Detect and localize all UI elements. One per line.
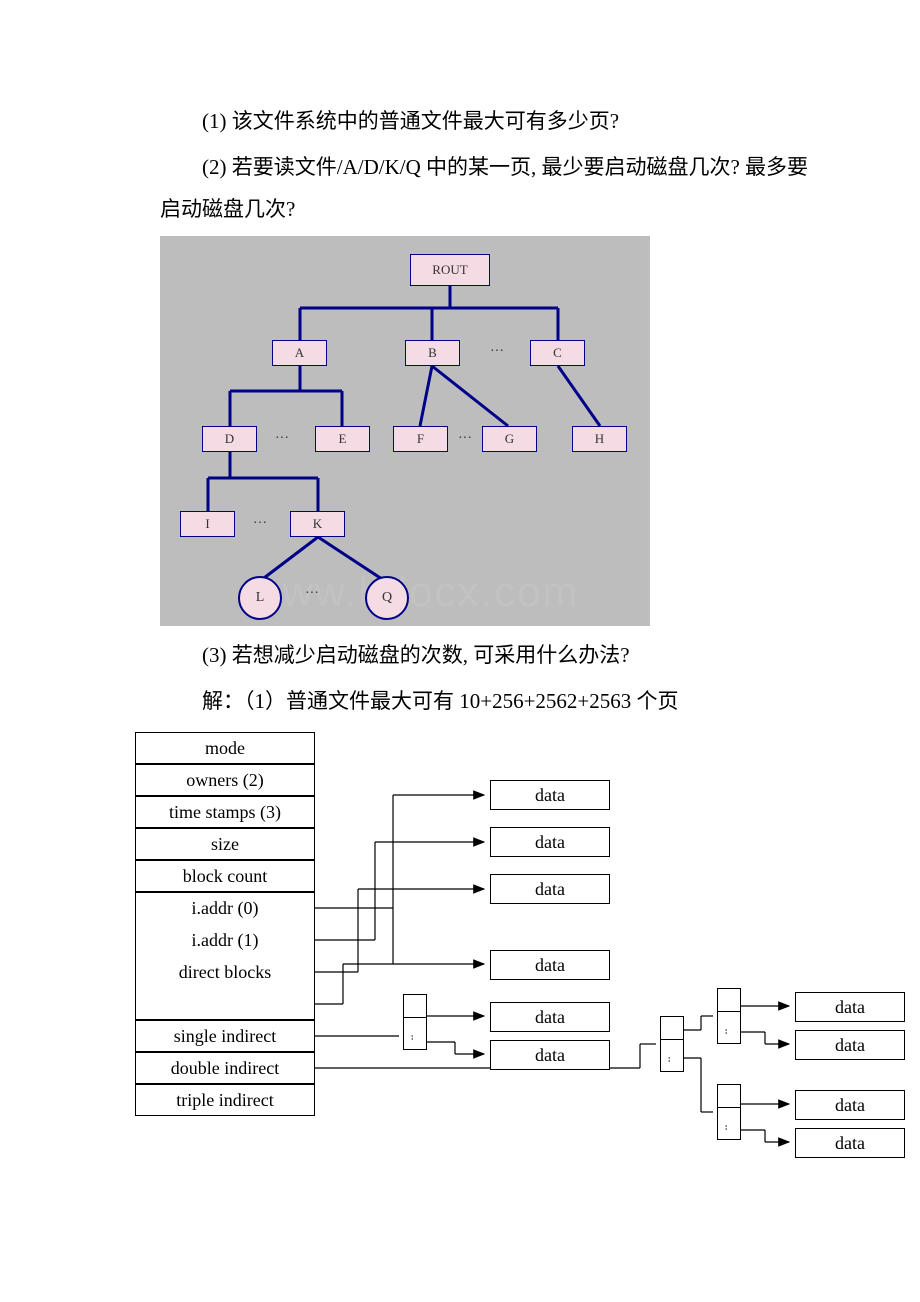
ellipsis-icon: ···: [275, 431, 289, 447]
tree-diagram: www.bdocx.com ROUTABCDEFGHIKLQ··········…: [160, 236, 650, 626]
inode-row: mode: [135, 732, 315, 764]
index-block: ..: [717, 988, 741, 1044]
inode-diagram: modeowners (2)time stamps (3)sizeblock c…: [95, 732, 915, 1162]
inode-row: i.addr (1): [135, 924, 315, 956]
tree-node-b: B: [405, 340, 460, 366]
paragraph-3: (3) 若想减少启动磁盘的次数, 可采用什么办法?: [160, 634, 820, 676]
data-block: data: [490, 1002, 610, 1032]
data-block: data: [490, 780, 610, 810]
data-block: data: [490, 1040, 610, 1070]
data-block: data: [490, 950, 610, 980]
tree-node-k: K: [290, 511, 345, 537]
inode-row: double indirect: [135, 1052, 315, 1084]
data-block: data: [490, 874, 610, 904]
ellipsis-icon: ···: [458, 431, 472, 447]
paragraph-2: (2) 若要读文件/A/D/K/Q 中的某一页, 最少要启动磁盘几次? 最多要启…: [160, 146, 820, 230]
inode-row: block count: [135, 860, 315, 892]
index-block: ..: [403, 994, 427, 1050]
tree-node-i: I: [180, 511, 235, 537]
tree-node-l: L: [238, 576, 282, 620]
tree-node-a: A: [272, 340, 327, 366]
data-block: data: [795, 1128, 905, 1158]
index-block: ..: [717, 1084, 741, 1140]
inode-row: single indirect: [135, 1020, 315, 1052]
inode-row: time stamps (3): [135, 796, 315, 828]
paragraph-4: 解：（1）普通文件最大可有 10+256+2562+2563 个页: [160, 680, 820, 722]
tree-node-e: E: [315, 426, 370, 452]
tree-node-h: H: [572, 426, 627, 452]
tree-node-c: C: [530, 340, 585, 366]
data-block: data: [795, 1030, 905, 1060]
ellipsis-icon: ···: [253, 516, 267, 532]
tree-node-d: D: [202, 426, 257, 452]
ellipsis-icon: ···: [305, 586, 319, 602]
tree-node-g: G: [482, 426, 537, 452]
paragraph-1: (1) 该文件系统中的普通文件最大可有多少页?: [160, 100, 820, 142]
tree-node-root: ROUT: [410, 254, 490, 286]
index-block: ..: [660, 1016, 684, 1072]
data-block: data: [795, 1090, 905, 1120]
inode-row: [135, 988, 315, 1020]
ellipsis-icon: ···: [490, 344, 504, 360]
data-block: data: [795, 992, 905, 1022]
tree-node-f: F: [393, 426, 448, 452]
data-block: data: [490, 827, 610, 857]
tree-node-q: Q: [365, 576, 409, 620]
inode-row: triple indirect: [135, 1084, 315, 1116]
inode-row: size: [135, 828, 315, 860]
inode-row: owners (2): [135, 764, 315, 796]
inode-row: direct blocks: [135, 956, 315, 988]
inode-row: i.addr (0): [135, 892, 315, 924]
